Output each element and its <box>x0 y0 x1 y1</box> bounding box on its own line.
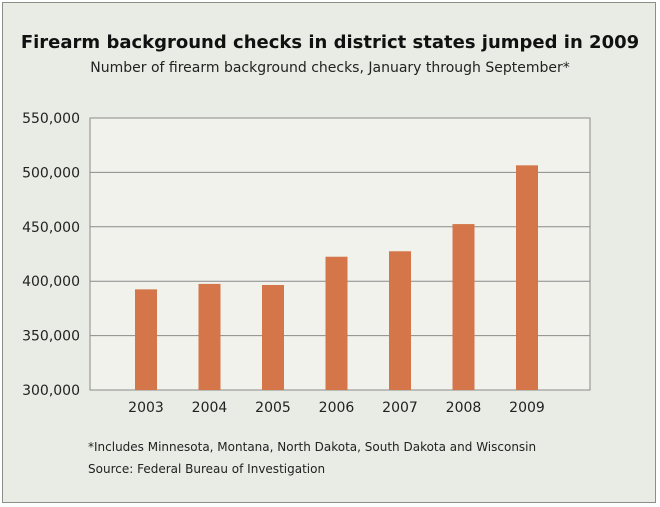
y-tick-label: 400,000 <box>22 274 80 290</box>
y-tick-label: 550,000 <box>22 111 80 127</box>
bar-2009 <box>516 165 538 390</box>
x-tick-label: 2004 <box>192 400 228 416</box>
chart-subtitle: Number of firearm background checks, Jan… <box>90 60 570 76</box>
bar-2006 <box>325 256 348 390</box>
x-tick-label: 2003 <box>128 400 164 416</box>
bar-2005 <box>262 285 284 390</box>
x-tick-label: 2006 <box>319 400 355 416</box>
y-tick-label: 500,000 <box>22 165 80 181</box>
bars <box>135 165 538 390</box>
chart-title: Firearm background checks in district st… <box>20 32 640 53</box>
x-tick-label: 2008 <box>446 400 482 416</box>
bar-2003 <box>135 289 157 390</box>
footnote: *Includes Minnesota, Montana, North Dako… <box>88 440 537 454</box>
y-tick-label: 450,000 <box>22 220 80 236</box>
x-tick-label: 2009 <box>509 400 545 416</box>
y-axis-ticks: 300,000 350,000 400,000 450,000 500,000 550,0… <box>22 111 80 399</box>
x-axis-ticks: 2003 2004 2005 2006 2007 2008 2009 <box>128 400 545 416</box>
x-tick-label: 2007 <box>382 400 418 416</box>
x-tick-label: 2005 <box>255 400 291 416</box>
y-tick-label: 300,000 <box>22 383 80 399</box>
y-tick-label: 350,000 <box>22 329 80 345</box>
bar-2004 <box>198 283 221 390</box>
bar-2007 <box>389 251 411 390</box>
bar-2008 <box>452 224 475 390</box>
source-note: Source: Federal Bureau of Investigation <box>88 462 326 476</box>
